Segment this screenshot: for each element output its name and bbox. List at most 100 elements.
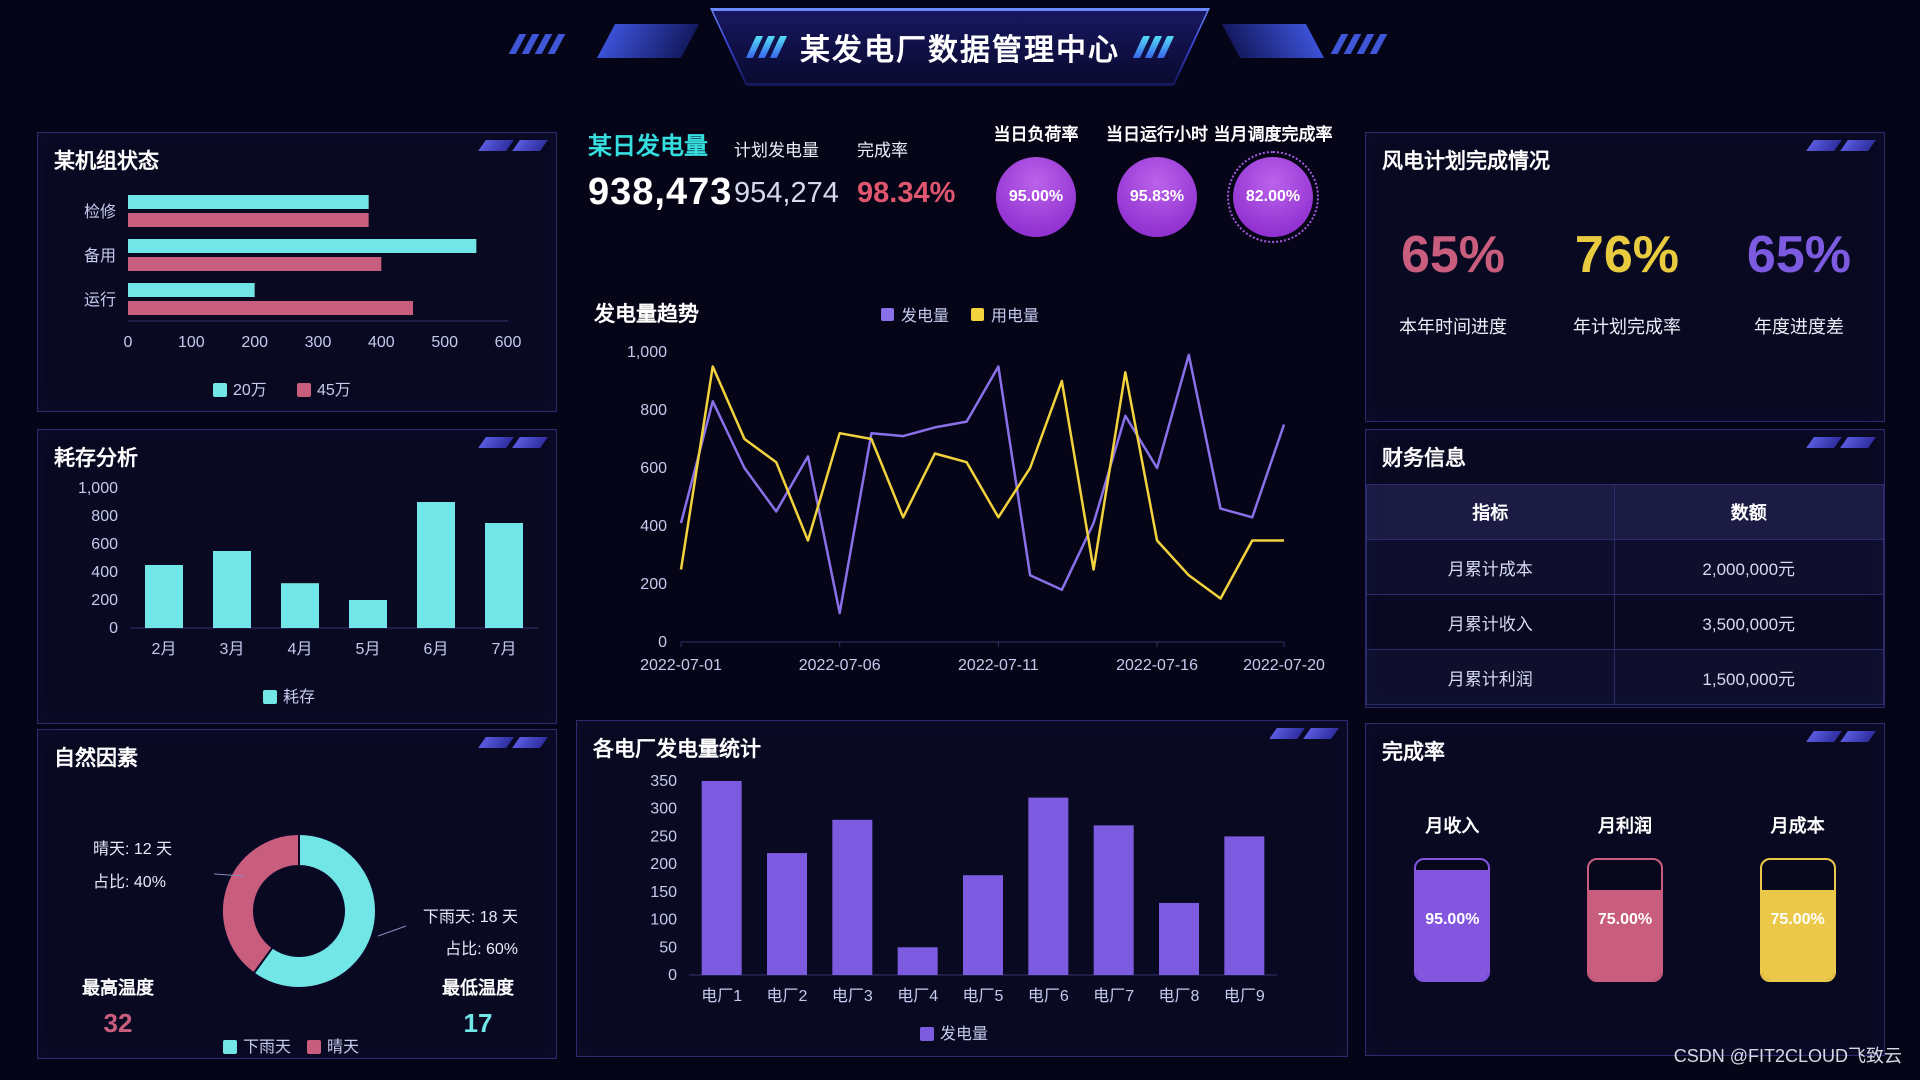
panel-title: 完成率 (1382, 741, 1445, 764)
planned-generation-value: 954,274 (734, 177, 839, 209)
svg-text:晴天: 晴天 (327, 1038, 359, 1056)
bar (128, 213, 369, 227)
svg-text:占比: 40%: 占比: 40% (93, 873, 166, 891)
svg-text:电厂1: 电厂1 (701, 987, 742, 1005)
svg-text:电厂9: 电厂9 (1224, 987, 1265, 1005)
weather-svg: 晴天: 12 天占比: 40% 下雨天: 18 天占比: 60% 最高温度 32 最低温… (82, 832, 518, 1056)
panel-corner-decoration (1269, 728, 1339, 739)
svg-text:4月: 4月 (288, 641, 313, 658)
svg-text:电厂7: 电厂7 (1093, 987, 1134, 1005)
wind-plan-panel: 风电计划完成情况 65% 本年时间进度 76% 年计划完成率 65% 年度进度差 (1365, 132, 1885, 422)
svg-text:50: 50 (659, 939, 677, 956)
bar (128, 239, 477, 253)
gauge-value: 95.00% (1008, 188, 1064, 205)
completion-item-label: 月收入 (1425, 816, 1480, 836)
finance-col-amount: 数额 (1613, 484, 1884, 540)
svg-text:占比: 60%: 占比: 60% (445, 940, 518, 958)
panel-corner-decoration (478, 737, 548, 748)
svg-text:2022-07-01: 2022-07-01 (640, 657, 722, 674)
finance-metric: 月累计成本 (1366, 539, 1615, 595)
svg-text:32: 32 (104, 1008, 133, 1038)
finance-panel: 财务信息 指标 数额 月累计成本 2,000,000元 月累计收入 3,500,… (1365, 429, 1885, 708)
plants-svg: 0 50 100 150 200 250 300 350 电厂1 电厂2 电厂3 电厂4 电厂5 电厂6 电… (650, 773, 1277, 1043)
completion-item-profit: 月利润 75.00% (1586, 812, 1663, 982)
svg-text:6月: 6月 (424, 641, 449, 658)
gauge-run-hours: 当日运行小时 95.83% (1082, 120, 1232, 237)
completion-items: 月收入 95.00% 月利润 75.00% 月成本 75.00% (1366, 812, 1884, 982)
svg-text:0: 0 (124, 334, 133, 351)
unit-status-panel: 某机组状态 0 100 200 300 400 500 600 检修 备用 运行 20万 45万 (37, 132, 557, 412)
bar (128, 257, 382, 271)
finance-table: 指标 数额 月累计成本 2,000,000元 月累计收入 3,500,000元 … (1366, 484, 1884, 705)
plants-panel: 各电厂发电量统计 0 50 100 150 200 250 300 350 电厂1 电厂2 电厂3 电… (576, 720, 1348, 1057)
trend-section: 发电量趋势 发电量 用电量 0 200 400 600 800 1,000 2022-07-… (576, 292, 1348, 696)
header-wing-left-icon (596, 24, 700, 58)
svg-text:1,000: 1,000 (627, 344, 667, 361)
legend-item[interactable]: 20万 (213, 382, 267, 399)
svg-text:发电量: 发电量 (940, 1025, 988, 1043)
unit-status-chart: 0 100 200 300 400 500 600 检修 备用 运行 20万 45万 (38, 179, 556, 417)
svg-text:下雨天: 18 天: 下雨天: 18 天 (423, 909, 518, 926)
bar (1159, 902, 1199, 975)
panel-title: 各电厂发电量统计 (593, 738, 761, 761)
completion-item-label: 月成本 (1770, 816, 1825, 836)
trend-svg: 0 200 400 600 800 1,000 2022-07-01 2022-07-06 20… (627, 344, 1325, 674)
svg-text:1,000: 1,000 (78, 480, 118, 497)
header-wing-right-icon (1221, 24, 1325, 58)
bar (1028, 797, 1069, 975)
planned-generation-kpi: 计划发电量 954,274 (734, 136, 839, 210)
finance-metric: 月累计收入 (1366, 594, 1615, 650)
legend-item[interactable]: 45万 (297, 382, 351, 399)
bar (1093, 825, 1134, 975)
svg-text:备用: 备用 (84, 247, 116, 265)
legend-label: 发电量 (901, 308, 950, 325)
panel-corner-decoration (1806, 140, 1876, 151)
svg-text:100: 100 (178, 334, 205, 351)
legend-item-generation[interactable]: 发电量 (881, 302, 949, 326)
panel-title: 自然因素 (54, 747, 138, 770)
svg-text:电厂3: 电厂3 (832, 987, 873, 1005)
legend-item[interactable]: 发电量 (920, 1025, 988, 1043)
bar (1224, 836, 1265, 975)
page-header: 某发电厂数据管理中心 (0, 0, 1920, 104)
completion-panel: 完成率 月收入 95.00% 月利润 75.00% 月成本 75.00% (1365, 723, 1885, 1056)
svg-text:电厂2: 电厂2 (767, 987, 808, 1005)
legend-label: 用电量 (991, 308, 1040, 325)
legend-item[interactable]: 下雨天 (223, 1039, 291, 1056)
svg-text:运行: 运行 (84, 291, 116, 309)
gauge-load-rate: 当日负荷率 95.00% (961, 120, 1111, 237)
svg-text:250: 250 (650, 828, 677, 845)
svg-text:400: 400 (640, 518, 667, 535)
bar (145, 565, 183, 628)
liquid-column: 75.00% (1759, 858, 1836, 982)
bar (485, 523, 523, 628)
daily-generation-label: 某日发电量 (588, 133, 708, 160)
finance-amount: 2,000,000元 (1613, 539, 1884, 595)
svg-text:下雨天: 下雨天 (243, 1039, 291, 1056)
gauge-dispatch-completion: 当月调度完成率 82.00% (1198, 120, 1348, 243)
panel-corner-decoration (478, 140, 548, 151)
completion-rate-kpi: 完成率 98.34% (857, 136, 955, 210)
bar (897, 947, 938, 975)
panel-title: 某机组状态 (54, 150, 159, 173)
svg-text:最低温度: 最低温度 (442, 977, 515, 998)
planned-generation-label: 计划发电量 (734, 141, 819, 160)
legend-item[interactable]: 耗存 (263, 688, 315, 706)
title-slash-right-icon (1138, 36, 1169, 58)
legend-item[interactable]: 晴天 (307, 1038, 359, 1056)
plants-bar-chart: 0 50 100 150 200 250 300 350 电厂1 电厂2 电厂3 电厂4 电厂5 电厂6 电… (577, 767, 1347, 1063)
bar (128, 283, 255, 297)
wind-value: 65% (1400, 226, 1506, 284)
completion-item-value: 95.00% (1425, 911, 1480, 928)
panel-corner-decoration (1806, 731, 1876, 742)
table-row: 月累计收入 3,500,000元 (1366, 594, 1884, 650)
bar (349, 600, 387, 628)
svg-text:检修: 检修 (84, 203, 116, 221)
panel-corner-decoration (478, 437, 548, 448)
wind-value: 76% (1574, 226, 1679, 284)
wind-item-progress-gap: 65% 年度进度差 (1747, 225, 1851, 339)
wind-item-year-progress: 65% 本年时间进度 (1399, 225, 1507, 339)
svg-text:350: 350 (650, 773, 677, 790)
header-stripes-right-icon (1330, 34, 1388, 54)
legend-item-consumption[interactable]: 用电量 (971, 302, 1039, 326)
